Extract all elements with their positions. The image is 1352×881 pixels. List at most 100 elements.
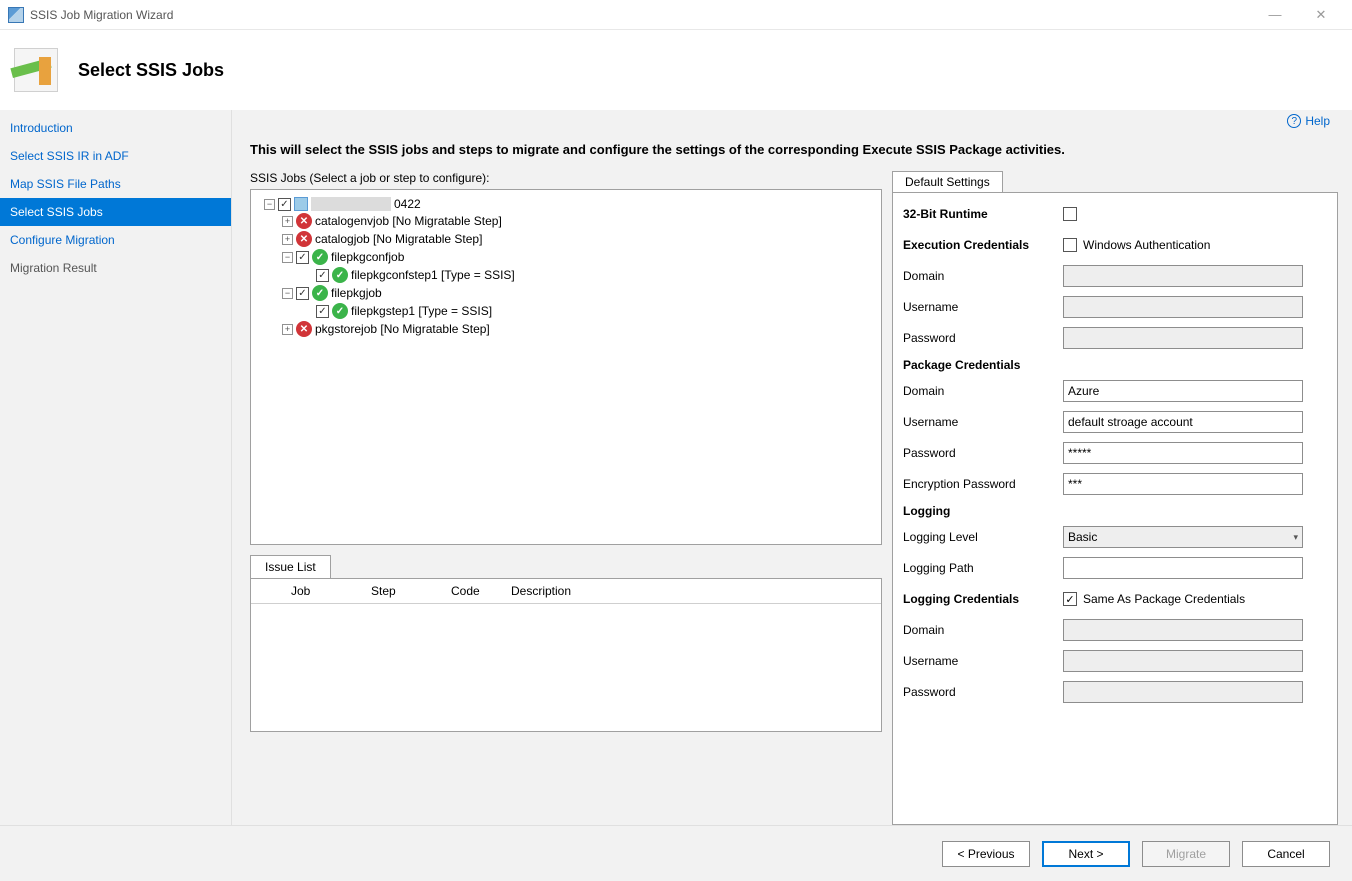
settings-panel: 32-Bit Runtime Execution Credentials Win… bbox=[892, 192, 1338, 825]
exec-domain-input[interactable] bbox=[1063, 265, 1303, 287]
step-checkbox[interactable] bbox=[316, 269, 329, 282]
sidebar-item-introduction[interactable]: Introduction bbox=[0, 114, 231, 142]
app-icon bbox=[8, 7, 24, 23]
error-icon: ✕ bbox=[296, 213, 312, 229]
log-username-label: Username bbox=[903, 654, 1063, 668]
log-level-label: Logging Level bbox=[903, 530, 1063, 544]
enc-password-input[interactable] bbox=[1063, 473, 1303, 495]
next-button[interactable]: Next > bbox=[1042, 841, 1130, 867]
tree-label: catalogenvjob [No Migratable Step] bbox=[315, 214, 502, 228]
tree-item[interactable]: + ✕ catalogenvjob [No Migratable Step] bbox=[255, 212, 877, 230]
expander-icon[interactable]: + bbox=[282, 324, 293, 335]
expander-icon[interactable]: − bbox=[282, 288, 293, 299]
exec-domain-label: Domain bbox=[903, 269, 1063, 283]
job-checkbox[interactable] bbox=[296, 251, 309, 264]
pkg-domain-input[interactable] bbox=[1063, 380, 1303, 402]
tree-label: filepkgjob bbox=[331, 286, 382, 300]
sidebar-item-migration-result[interactable]: Migration Result bbox=[0, 254, 231, 282]
jobs-label: SSIS Jobs (Select a job or step to confi… bbox=[250, 171, 882, 185]
issue-list: Job Step Code Description bbox=[250, 578, 882, 732]
pkg-cred-heading: Package Credentials bbox=[903, 358, 1317, 372]
close-button[interactable]: ✕ bbox=[1298, 0, 1344, 30]
runtime-checkbox[interactable] bbox=[1063, 207, 1077, 221]
log-domain-input[interactable] bbox=[1063, 619, 1303, 641]
pkg-password-label: Password bbox=[903, 446, 1063, 460]
banner-illustration bbox=[14, 48, 58, 92]
banner: Select SSIS Jobs bbox=[0, 30, 1352, 110]
exec-password-label: Password bbox=[903, 331, 1063, 345]
minimize-button[interactable]: — bbox=[1252, 0, 1298, 30]
tree-label: catalogjob [No Migratable Step] bbox=[315, 232, 482, 246]
success-icon: ✓ bbox=[332, 303, 348, 319]
main-panel: ? Help This will select the SSIS jobs an… bbox=[232, 110, 1352, 825]
root-checkbox[interactable] bbox=[278, 198, 291, 211]
exec-password-input[interactable] bbox=[1063, 327, 1303, 349]
window-title: SSIS Job Migration Wizard bbox=[30, 8, 1252, 22]
log-level-value: Basic bbox=[1068, 530, 1097, 544]
expander-icon[interactable]: + bbox=[282, 234, 293, 245]
runtime-label: 32-Bit Runtime bbox=[903, 207, 1063, 221]
sidebar-item-map-paths[interactable]: Map SSIS File Paths bbox=[0, 170, 231, 198]
log-username-input[interactable] bbox=[1063, 650, 1303, 672]
tree-label: filepkgconfjob bbox=[331, 250, 404, 264]
tree-label: filepkgstep1 [Type = SSIS] bbox=[351, 304, 492, 318]
help-link[interactable]: ? Help bbox=[1287, 114, 1330, 128]
help-label: Help bbox=[1305, 114, 1330, 128]
tree-item[interactable]: + ✕ pkgstorejob [No Migratable Step] bbox=[255, 320, 877, 338]
pkg-username-input[interactable] bbox=[1063, 411, 1303, 433]
cancel-button[interactable]: Cancel bbox=[1242, 841, 1330, 867]
enc-password-label: Encryption Password bbox=[903, 477, 1063, 491]
tree-item[interactable]: − ✓ filepkgjob bbox=[255, 284, 877, 302]
exec-username-input[interactable] bbox=[1063, 296, 1303, 318]
sidebar-item-configure-migration[interactable]: Configure Migration bbox=[0, 226, 231, 254]
expander-icon[interactable]: + bbox=[282, 216, 293, 227]
tree-label: filepkgconfstep1 [Type = SSIS] bbox=[351, 268, 515, 282]
previous-button[interactable]: < Previous bbox=[942, 841, 1030, 867]
winauth-label: Windows Authentication bbox=[1083, 238, 1210, 252]
sidebar: Introduction Select SSIS IR in ADF Map S… bbox=[0, 110, 232, 825]
job-checkbox[interactable] bbox=[296, 287, 309, 300]
jobs-tree[interactable]: − 0422 + ✕ catalogenvjob [No Migratable … bbox=[250, 189, 882, 545]
expander-icon[interactable]: − bbox=[264, 199, 275, 210]
exec-username-label: Username bbox=[903, 300, 1063, 314]
log-path-input[interactable] bbox=[1063, 557, 1303, 579]
sidebar-item-select-ir[interactable]: Select SSIS IR in ADF bbox=[0, 142, 231, 170]
tree-root[interactable]: − 0422 bbox=[255, 196, 877, 212]
log-password-label: Password bbox=[903, 685, 1063, 699]
server-name-masked bbox=[311, 197, 391, 211]
col-job[interactable]: Job bbox=[281, 579, 361, 603]
col-step[interactable]: Step bbox=[361, 579, 441, 603]
pkg-domain-label: Domain bbox=[903, 384, 1063, 398]
col-description[interactable]: Description bbox=[501, 579, 581, 603]
tree-item[interactable]: − ✓ filepkgconfjob bbox=[255, 248, 877, 266]
col-code[interactable]: Code bbox=[441, 579, 501, 603]
description: This will select the SSIS jobs and steps… bbox=[250, 142, 1338, 157]
logging-heading: Logging bbox=[903, 504, 1317, 518]
default-settings-tab[interactable]: Default Settings bbox=[892, 171, 1003, 192]
tree-item[interactable]: + ✕ catalogjob [No Migratable Step] bbox=[255, 230, 877, 248]
log-level-select[interactable]: Basic ▾ bbox=[1063, 526, 1303, 548]
same-as-pkg-checkbox[interactable] bbox=[1063, 592, 1077, 606]
error-icon: ✕ bbox=[296, 321, 312, 337]
tree-item[interactable]: ✓ filepkgconfstep1 [Type = SSIS] bbox=[255, 266, 877, 284]
sidebar-item-select-jobs[interactable]: Select SSIS Jobs bbox=[0, 198, 231, 226]
success-icon: ✓ bbox=[332, 267, 348, 283]
help-icon: ? bbox=[1287, 114, 1301, 128]
log-password-input[interactable] bbox=[1063, 681, 1303, 703]
server-icon bbox=[294, 197, 308, 211]
expander-icon[interactable]: − bbox=[282, 252, 293, 263]
issue-list-tab[interactable]: Issue List bbox=[250, 555, 331, 578]
step-checkbox[interactable] bbox=[316, 305, 329, 318]
pkg-username-label: Username bbox=[903, 415, 1063, 429]
titlebar: SSIS Job Migration Wizard — ✕ bbox=[0, 0, 1352, 30]
pkg-password-input[interactable] bbox=[1063, 442, 1303, 464]
winauth-checkbox[interactable] bbox=[1063, 238, 1077, 252]
success-icon: ✓ bbox=[312, 285, 328, 301]
tree-item[interactable]: ✓ filepkgstep1 [Type = SSIS] bbox=[255, 302, 877, 320]
server-suffix: 0422 bbox=[394, 197, 421, 211]
tree-label: pkgstorejob [No Migratable Step] bbox=[315, 322, 490, 336]
log-domain-label: Domain bbox=[903, 623, 1063, 637]
migrate-button: Migrate bbox=[1142, 841, 1230, 867]
same-as-pkg-label: Same As Package Credentials bbox=[1083, 592, 1245, 606]
footer: < Previous Next > Migrate Cancel bbox=[0, 825, 1352, 881]
